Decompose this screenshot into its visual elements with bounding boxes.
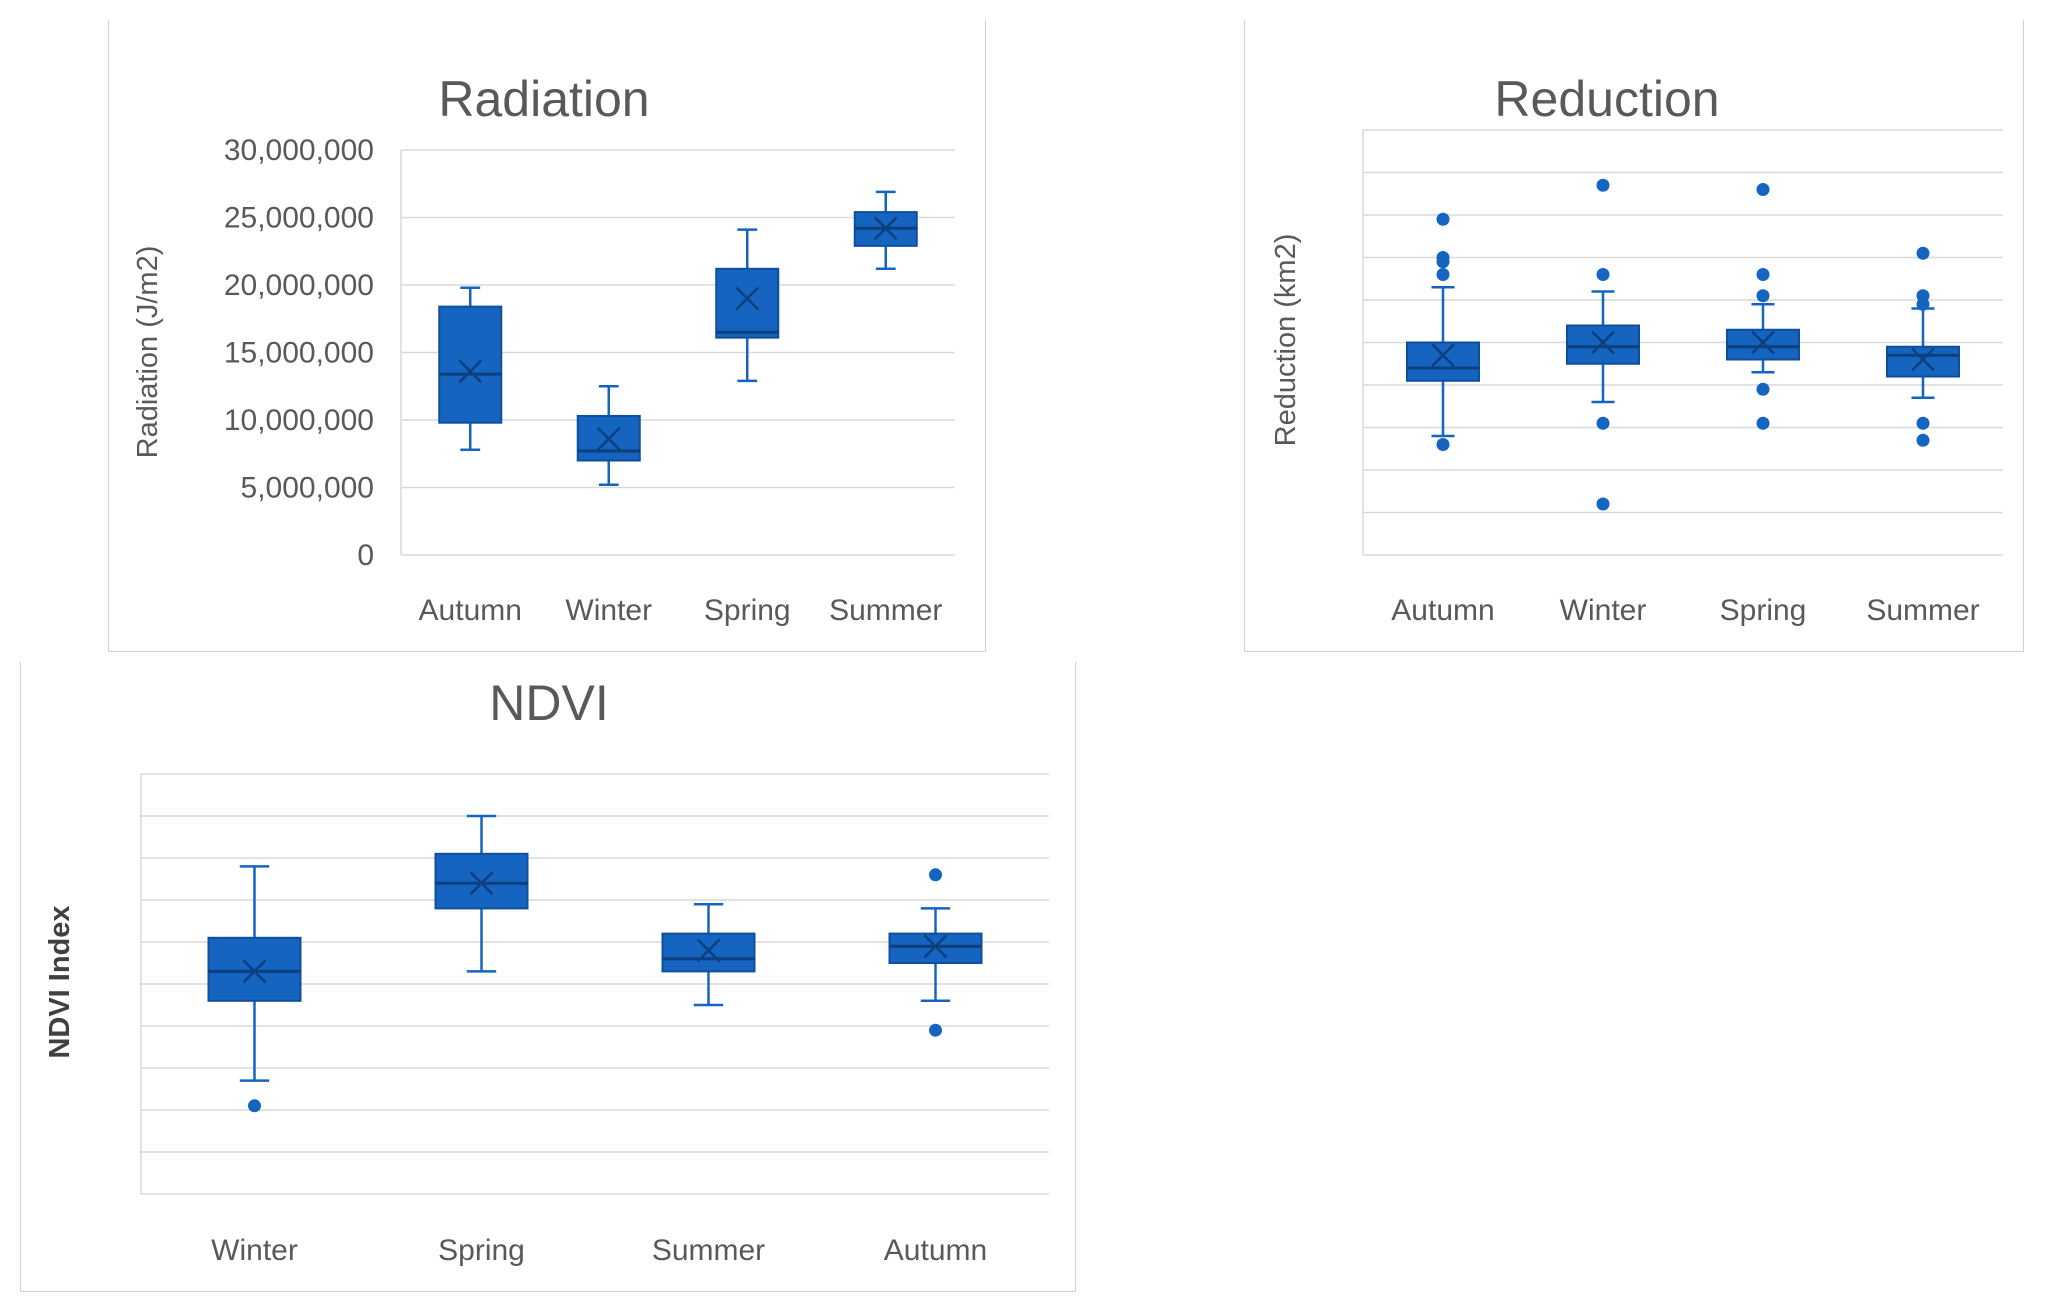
outlier-point <box>1756 382 1770 396</box>
mean-marker <box>469 871 494 896</box>
y-tick-label: 10,000,000 <box>224 404 374 437</box>
y-tick-label: 0 <box>357 539 374 572</box>
box-iqr <box>888 932 983 965</box>
outlier-point <box>1436 251 1450 264</box>
mean-marker <box>735 286 760 311</box>
x-category-label: Spring <box>438 1234 525 1267</box>
mean-marker <box>1431 343 1455 368</box>
y-tick-label: 30,000,000 <box>224 134 374 167</box>
mean-marker <box>242 959 267 984</box>
y-tick-label: 15,000,000 <box>224 337 374 370</box>
x-category-label: Autumn <box>884 1234 987 1267</box>
chart-panel-reduction: Reduction Reduction (km2) Autumn Winter Spri… <box>1244 20 2024 652</box>
x-category-label: Autumn <box>419 594 522 627</box>
box-iqr <box>1406 341 1480 382</box>
outlier-point <box>1436 268 1450 281</box>
box-iqr <box>434 852 529 910</box>
outlier-point <box>1596 178 1610 192</box>
mean-marker <box>596 427 621 451</box>
outlier-point <box>1756 183 1770 196</box>
ndvi-boxplot: NDVI NDVI Index Winter Spring Summer Autumn <box>44 675 1049 1267</box>
y-axis-label: NDVI Index <box>44 905 76 1058</box>
outlier-point <box>1916 289 1930 303</box>
mean-marker <box>1751 330 1775 355</box>
radiation-boxplot: Radiation Radiation (J/m2) 0 5,000,000 10,00… <box>132 71 955 627</box>
box-iqr <box>715 267 780 339</box>
outlier-point <box>1916 433 1930 447</box>
x-category-label: Winter <box>211 1234 298 1267</box>
y-axis-label: Radiation (J/m2) <box>132 246 164 459</box>
mean-marker <box>1911 347 1935 372</box>
mean-marker <box>1591 330 1615 355</box>
mean-marker <box>923 934 948 959</box>
mean-marker <box>458 359 483 384</box>
box-iqr <box>1726 328 1800 361</box>
outlier-point <box>1436 212 1450 226</box>
outlier-point <box>1436 438 1450 451</box>
y-axis-label: Reduction (km2) <box>1270 234 1302 447</box>
chart-title: Reduction <box>1494 71 1719 127</box>
chart-title: Radiation <box>438 71 649 127</box>
x-category-label: Summer <box>1866 594 1979 627</box>
outlier-point <box>1756 268 1770 281</box>
box-iqr <box>1886 345 1960 378</box>
x-category-label: Summer <box>652 1234 765 1267</box>
outlier-point <box>248 1099 261 1113</box>
x-category-label: Winter <box>1560 594 1647 627</box>
outlier-point <box>1756 416 1770 430</box>
outlier-point <box>1596 497 1610 511</box>
outlier-point <box>1916 416 1930 430</box>
outlier-point <box>1916 246 1930 260</box>
y-tick-label: 20,000,000 <box>224 269 374 302</box>
chart-panel-radiation: Radiation Radiation (J/m2) 0 5,000,000 10,00… <box>108 20 986 652</box>
outlier-point <box>1596 268 1610 281</box>
x-category-label: Autumn <box>1391 594 1494 627</box>
outlier-point <box>1756 289 1770 303</box>
mean-marker <box>696 938 721 963</box>
x-category-label: Summer <box>829 594 942 627</box>
outlier-point <box>929 868 942 882</box>
box-iqr <box>207 936 302 1002</box>
y-tick-label: 25,000,000 <box>224 202 374 235</box>
outlier-point <box>1596 416 1610 430</box>
x-category-label: Winter <box>565 594 652 627</box>
box-iqr <box>661 932 756 973</box>
x-category-label: Spring <box>704 594 791 627</box>
mean-marker <box>873 216 898 241</box>
reduction-boxplot: Reduction Reduction (km2) Autumn Winter Spri… <box>1270 71 2003 627</box>
chart-panel-ndvi: NDVI NDVI Index Winter Spring Summer Autumn <box>20 662 1076 1292</box>
box-iqr <box>1566 324 1640 365</box>
chart-title: NDVI <box>489 675 608 731</box>
box-iqr <box>438 305 503 424</box>
outlier-point <box>929 1023 942 1037</box>
y-tick-label: 5,000,000 <box>241 472 374 505</box>
x-category-label: Spring <box>1720 594 1807 627</box>
